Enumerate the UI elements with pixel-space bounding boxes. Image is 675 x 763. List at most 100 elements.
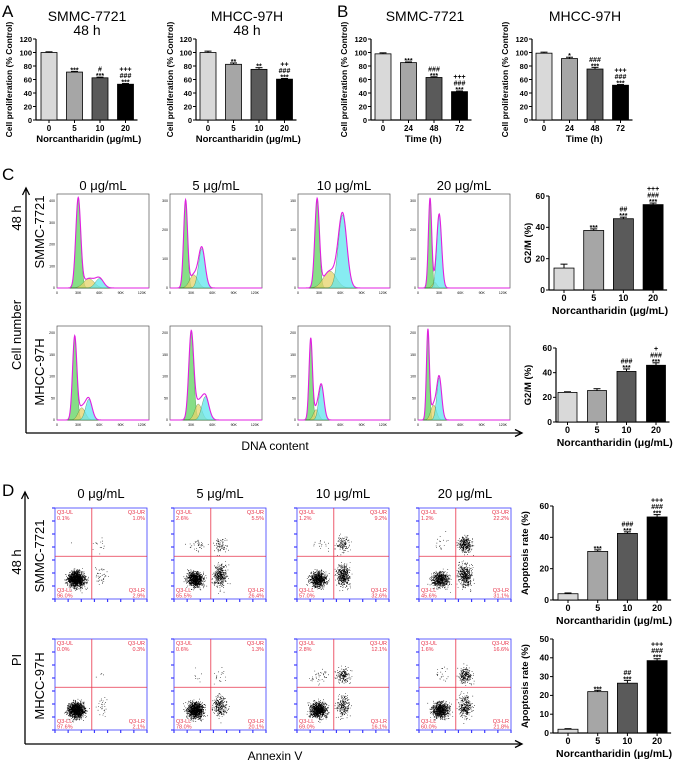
bar xyxy=(586,68,604,121)
significance-line: *** xyxy=(653,655,661,662)
significance-marker: ## *** xyxy=(623,670,631,684)
y-tick-label: 0 xyxy=(28,116,32,125)
significance-marker: *** xyxy=(590,225,598,232)
scatter-dots xyxy=(64,673,108,723)
significance-marker: +++ ### *** xyxy=(647,186,659,206)
x-axis-label: Norcantharidin (μg/mL) xyxy=(556,748,672,760)
significance-marker: +++ ### *** xyxy=(651,642,663,662)
x-tick-label: 90K xyxy=(118,423,125,427)
dna-histogram: 0 30K 60K 90K 120K 0 50 100 150 200 xyxy=(49,325,150,427)
y-tick-label: 100 xyxy=(162,257,168,261)
significance-line: ### xyxy=(650,352,662,359)
y-tick-label: 100 xyxy=(410,257,416,261)
fit-curve xyxy=(298,337,390,421)
dna-histogram: 0 30K 60K 90K 120K 0 50 100 150 200 xyxy=(162,325,263,427)
quadrant-name-ul: Q3-UL xyxy=(421,510,437,516)
quadrant-name-ul: Q3-UL xyxy=(176,641,192,647)
quadrant-value-ll: 60.0% xyxy=(421,725,437,731)
quadrant-value-lr: 2.9% xyxy=(132,594,145,600)
x-tick-label: 5 xyxy=(595,736,600,746)
cell-line-label: MHCC-97H xyxy=(32,338,47,405)
significance-line: *** xyxy=(653,511,661,518)
panel-c-cell-cycle: DNA content 48 h Cell number SMMC-7721 MHCC-… xyxy=(9,178,524,453)
bar xyxy=(587,390,607,423)
quadrant-value-ul: 2.6% xyxy=(176,516,189,522)
significance-line: # xyxy=(98,67,102,74)
x-tick-label: 5 xyxy=(231,124,236,133)
y-tick-label: 150 xyxy=(290,199,296,203)
quadrant-value-ur: 5.5% xyxy=(251,516,264,522)
scatter-dots xyxy=(183,538,231,594)
x-tick-label: 20 xyxy=(651,425,661,435)
quadrant-name-lr: Q3-LR xyxy=(129,719,145,725)
bar xyxy=(557,593,579,601)
y-tick-label: 100 xyxy=(290,228,296,232)
scatter-dots xyxy=(183,667,230,724)
histogram-frame xyxy=(56,193,150,289)
fit-curve xyxy=(170,197,262,289)
x-tick-label: 10 xyxy=(96,124,105,133)
bar xyxy=(612,84,629,121)
significance-line: ## xyxy=(624,670,632,677)
significance-line: *** xyxy=(652,359,660,366)
significance-line: ++ xyxy=(280,61,288,68)
y-tick-label: 0 xyxy=(363,116,367,125)
bar xyxy=(199,52,217,121)
y-tick-label: 40 xyxy=(520,89,528,98)
histogram-frame xyxy=(169,325,263,421)
y-tick-label: 100 xyxy=(19,48,32,57)
significance-line: ** xyxy=(256,64,262,71)
y-tick-label: 20 xyxy=(536,253,546,263)
x-tick-label: 60K xyxy=(96,291,103,295)
x-axis-label: Norcantharidin (μg/mL) xyxy=(556,615,672,627)
bar xyxy=(642,204,664,291)
x-tick-label: 0 xyxy=(417,423,419,427)
histogram-frame xyxy=(417,193,511,289)
y-tick-label: 40 xyxy=(359,89,367,98)
significance-marker: + ### *** xyxy=(650,346,662,366)
y-tick-label: 80 xyxy=(184,62,192,71)
bar xyxy=(400,62,417,121)
quadrant-name-ur: Q3-UR xyxy=(128,510,145,516)
concentration-header: 0 μg/mL xyxy=(79,178,126,193)
significance-line: ** xyxy=(231,59,237,66)
y-tick-label: 150 xyxy=(290,353,296,357)
x-tick-label: 120K xyxy=(499,291,508,295)
arrowhead-icon xyxy=(514,428,524,438)
quadrant-name-ur: Q3-UR xyxy=(128,641,145,647)
bar xyxy=(613,218,634,291)
quadrant-value-ul: 0.6% xyxy=(176,647,189,653)
significance-line: ### xyxy=(622,521,634,528)
y-tick-label: 100 xyxy=(410,375,416,379)
significance-marker: +++ ### *** xyxy=(453,74,465,94)
significance-line: ### xyxy=(428,66,440,73)
significance-marker: +++ ### *** xyxy=(651,498,663,518)
quadrant-name-ur: Q3-UR xyxy=(492,510,509,516)
y-tick-label: 0 xyxy=(188,116,192,125)
y-tick-label: 60 xyxy=(520,75,528,84)
significance-line: *** xyxy=(455,87,463,94)
dna-histogram: 0 30K 60K 90K 120K 0 100 200 300 xyxy=(162,193,263,295)
x-axis-label: Time (h) xyxy=(566,134,603,145)
scatter-dots xyxy=(306,533,353,592)
significance-line: *** xyxy=(590,225,598,232)
significance-marker: # *** xyxy=(96,67,104,81)
y-tick-label: 30 xyxy=(540,671,550,681)
significance-marker: *** xyxy=(404,58,412,65)
quadrant-value-ur: 22.2% xyxy=(493,516,509,522)
quadrant-name-ul: Q3-UL xyxy=(299,641,315,647)
bar xyxy=(646,516,668,601)
quadrant-name-ll: Q3-LL xyxy=(176,588,191,594)
x-tick-label: 120K xyxy=(379,291,388,295)
x-tick-label: 90K xyxy=(359,423,366,427)
cell-line-label: MHCC-97H xyxy=(32,652,47,719)
bar xyxy=(646,364,666,423)
y-tick-label: 0 xyxy=(414,418,416,422)
x-axis-label: Annexin V xyxy=(248,749,303,763)
x-tick-label: 10 xyxy=(618,293,628,303)
scatter-frame xyxy=(296,507,390,600)
y-tick-label: 120 xyxy=(354,35,367,44)
y-tick-label: 60 xyxy=(184,75,192,84)
